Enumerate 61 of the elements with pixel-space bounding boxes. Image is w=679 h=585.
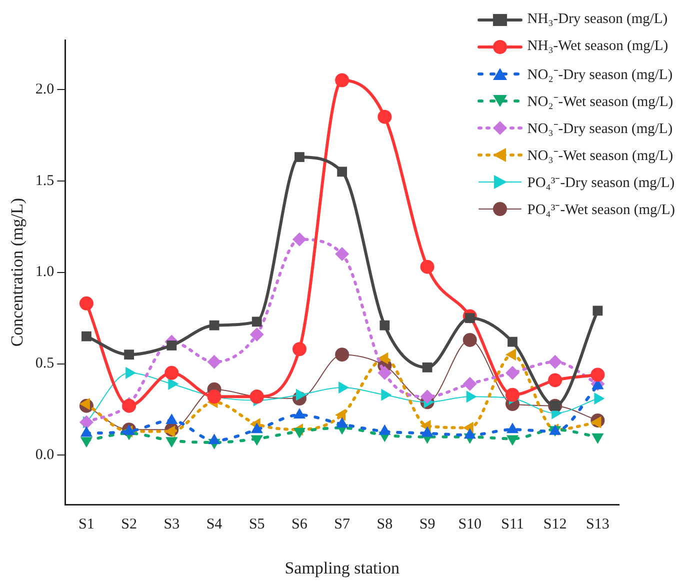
x-tick-label: S4 (206, 516, 223, 533)
x-axis-title: Sampling station (284, 558, 400, 578)
point (250, 327, 264, 342)
y-tick-label: 2.0 (35, 81, 54, 98)
x-tick-label: S12 (543, 516, 567, 533)
point (82, 331, 92, 342)
legend-label: NO₂⁻-Wet season (mg/L) (527, 93, 674, 111)
point (420, 390, 434, 404)
legend-label: NO₃⁻-Dry season (mg/L) (527, 120, 673, 138)
point (590, 368, 605, 382)
legend-label: PO₄³⁻-Wet season (mg/L) (527, 201, 675, 219)
point (207, 390, 222, 404)
x-tick-label: S3 (164, 516, 180, 533)
point (462, 332, 477, 347)
point (79, 296, 94, 310)
point (505, 388, 520, 402)
point (335, 247, 350, 262)
x-tick-label: S1 (78, 516, 94, 533)
y-tick-label: 0.0 (35, 447, 54, 464)
x-tick-label: S5 (248, 516, 265, 533)
point (207, 354, 222, 369)
point (209, 320, 220, 330)
x-tick-label: S8 (376, 516, 393, 533)
point (252, 316, 262, 327)
x-tick-label: S9 (419, 516, 436, 533)
point (592, 306, 603, 316)
point (462, 376, 477, 391)
point (548, 373, 562, 388)
point (166, 340, 177, 350)
point (378, 366, 392, 380)
point (378, 110, 392, 124)
x-tick-label: S10 (458, 516, 482, 533)
point (79, 415, 94, 430)
point (292, 342, 306, 356)
x-tick-label: S11 (501, 516, 524, 533)
point (508, 336, 518, 347)
point (380, 320, 390, 330)
legend-label: NO₃⁻-Wet season (mg/L) (527, 147, 674, 165)
point (292, 232, 306, 246)
legend-label: NO₂⁻-Dry season (mg/L) (527, 66, 673, 84)
point (335, 73, 350, 88)
point (335, 348, 350, 362)
legend-label: NH₃-Dry season (mg/L) (527, 11, 668, 28)
y-tick-label: 0.5 (35, 356, 54, 372)
point (124, 350, 134, 360)
point (548, 354, 562, 369)
point (505, 366, 520, 380)
legend-label: NH₃-Wet season (mg/L) (527, 38, 668, 55)
point (164, 366, 179, 380)
point (420, 260, 434, 274)
x-tick-label: S2 (121, 516, 137, 533)
x-tick-label: S6 (292, 516, 308, 533)
point (422, 362, 432, 372)
x-tick-label: S7 (334, 516, 350, 533)
x-tick-label: S13 (586, 516, 610, 533)
y-tick-label: 1.0 (35, 264, 54, 280)
point (337, 166, 348, 177)
point (294, 152, 304, 162)
y-axis-title: Concentration (mg/L) (8, 198, 27, 347)
legend-label: PO₄³⁻-Dry season (mg/L) (527, 174, 675, 192)
y-tick-label: 1.5 (35, 172, 54, 189)
